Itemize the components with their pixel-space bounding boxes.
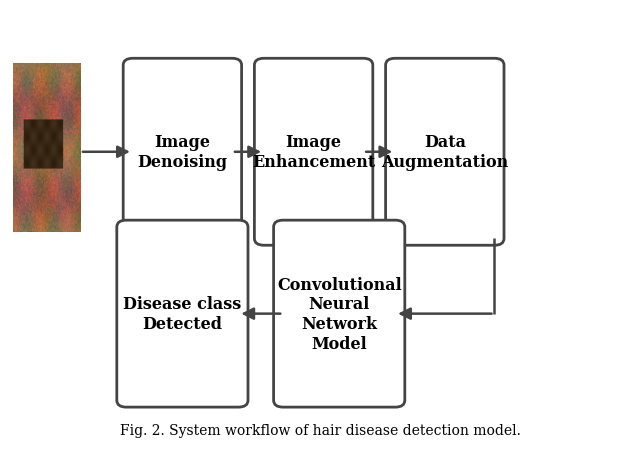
FancyBboxPatch shape [385, 59, 504, 246]
FancyBboxPatch shape [254, 59, 372, 246]
Text: Data
Augmentation: Data Augmentation [381, 134, 508, 171]
FancyBboxPatch shape [123, 59, 241, 246]
Text: Disease class
Detected: Disease class Detected [124, 296, 241, 332]
Text: Convolutional
Neural
Network
Model: Convolutional Neural Network Model [277, 276, 401, 352]
Text: Image
Denoising: Image Denoising [138, 134, 227, 171]
FancyBboxPatch shape [274, 221, 404, 407]
FancyBboxPatch shape [116, 221, 248, 407]
Text: Image
Enhancement: Image Enhancement [252, 134, 375, 171]
Text: Fig. 2. System workflow of hair disease detection model.: Fig. 2. System workflow of hair disease … [120, 423, 520, 437]
